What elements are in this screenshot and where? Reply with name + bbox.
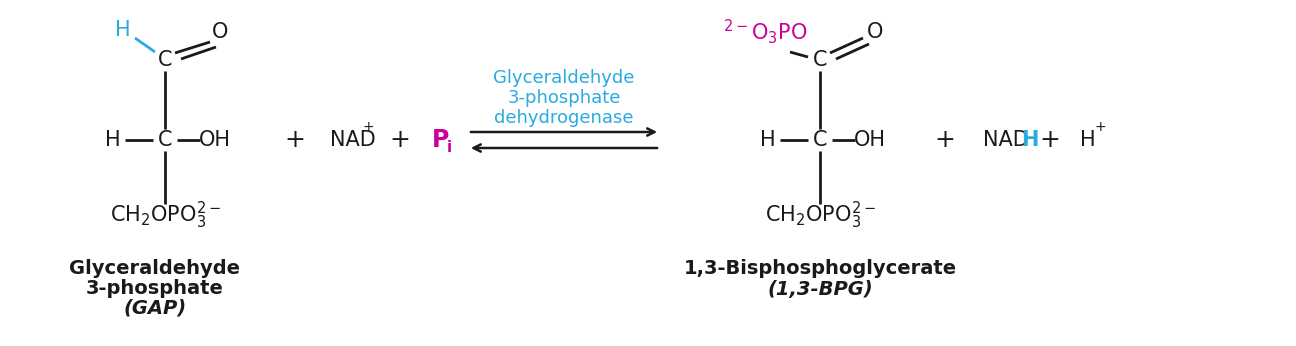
Text: P: P bbox=[432, 128, 450, 152]
Text: H: H bbox=[1021, 130, 1038, 150]
Text: (GAP): (GAP) bbox=[123, 299, 187, 318]
Text: +: + bbox=[1039, 128, 1060, 152]
Text: H: H bbox=[1080, 130, 1095, 150]
Text: NAD: NAD bbox=[330, 130, 376, 150]
Text: C: C bbox=[158, 50, 172, 70]
Text: C: C bbox=[813, 130, 827, 150]
Text: C: C bbox=[158, 130, 172, 150]
Text: (1,3-BPG): (1,3-BPG) bbox=[767, 281, 872, 300]
Text: dehydrogenase: dehydrogenase bbox=[494, 109, 634, 127]
Text: 1,3-Bisphosphoglycerate: 1,3-Bisphosphoglycerate bbox=[683, 258, 956, 277]
Text: +: + bbox=[362, 120, 373, 134]
Text: O: O bbox=[867, 22, 883, 42]
Text: +: + bbox=[285, 128, 306, 152]
Text: H: H bbox=[105, 130, 121, 150]
Text: CH$_2$OPO$_3^{2-}$: CH$_2$OPO$_3^{2-}$ bbox=[110, 199, 220, 230]
Text: +: + bbox=[934, 128, 955, 152]
Text: CH$_2$OPO$_3^{2-}$: CH$_2$OPO$_3^{2-}$ bbox=[765, 199, 876, 230]
Text: NAD: NAD bbox=[982, 130, 1029, 150]
Text: +: + bbox=[390, 128, 411, 152]
Text: 3-phosphate: 3-phosphate bbox=[507, 89, 621, 107]
Text: OH: OH bbox=[854, 130, 886, 150]
Text: OH: OH bbox=[200, 130, 231, 150]
Text: i: i bbox=[447, 140, 452, 155]
Text: H: H bbox=[761, 130, 776, 150]
Text: C: C bbox=[813, 50, 827, 70]
Text: Glyceraldehyde: Glyceraldehyde bbox=[70, 258, 241, 277]
Text: +: + bbox=[1095, 120, 1107, 134]
Text: H: H bbox=[115, 20, 131, 40]
Text: Glyceraldehyde: Glyceraldehyde bbox=[494, 69, 635, 87]
Text: 3-phosphate: 3-phosphate bbox=[86, 279, 224, 298]
Text: O: O bbox=[211, 22, 228, 42]
Text: $^{2-}$O$_3$PO: $^{2-}$O$_3$PO bbox=[723, 18, 807, 46]
